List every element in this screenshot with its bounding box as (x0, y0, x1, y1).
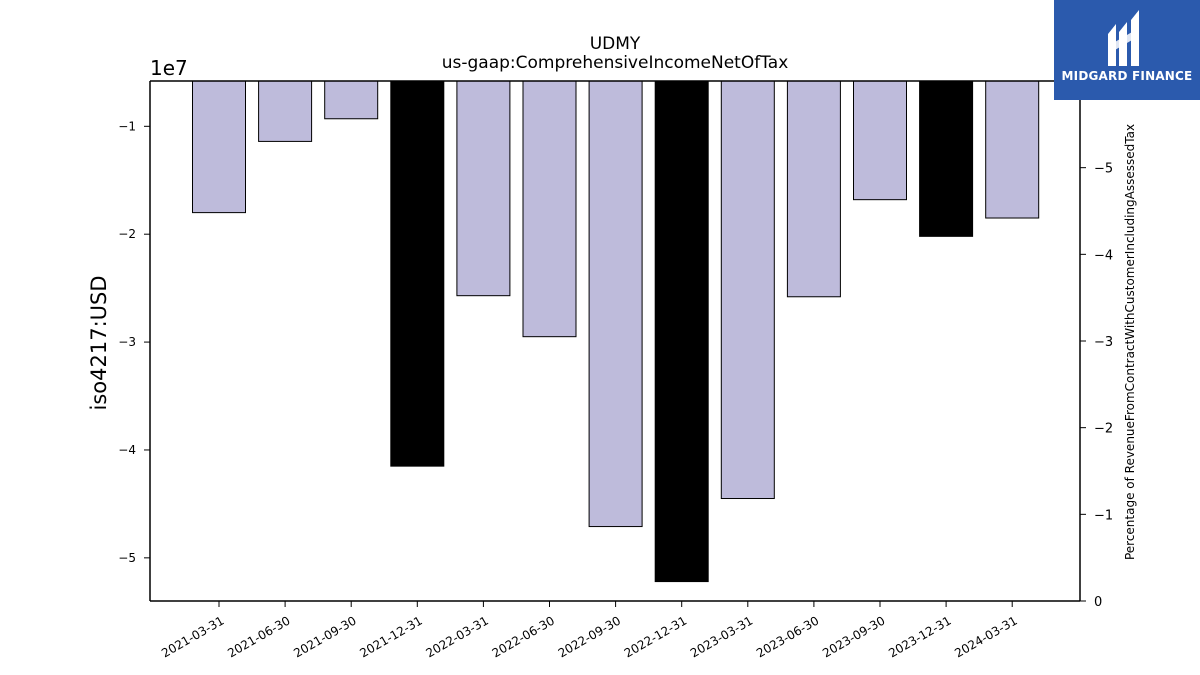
y-tick-label: −5 (118, 551, 136, 565)
x-tick-label: 2021-03-31 (159, 613, 226, 660)
brand-name: MIDGARD FINANCE (1061, 69, 1193, 83)
bar-2021-06-30 (258, 80, 313, 142)
y-offset-label: 1e7 (150, 56, 188, 80)
y2-tick-label: −2 (1094, 422, 1113, 437)
x-tick-label: 2022-03-31 (423, 613, 490, 660)
bar-2023-03-31 (720, 80, 775, 500)
x-tick-label: 2021-06-30 (225, 613, 292, 660)
y2-tick-label: 0 (1094, 595, 1102, 610)
chart-title: UDMY (590, 34, 641, 54)
bars-group (192, 80, 1040, 583)
midgard-logo-icon (1108, 10, 1139, 66)
bar-2021-12-31 (390, 80, 445, 467)
bar-2022-09-30 (588, 80, 643, 528)
x-tick-label: 2022-06-30 (490, 613, 557, 660)
bar-2022-12-31 (654, 80, 709, 583)
x-tick-label: 2022-09-30 (556, 613, 623, 660)
y-tick-label: −3 (118, 335, 136, 349)
x-tick-label: 2023-06-30 (754, 613, 821, 660)
brand-logo: MIDGARD FINANCE (1054, 0, 1200, 100)
y2-axis-label: Percentage of RevenueFromContractWithCus… (1123, 124, 1137, 560)
y-axis-label: iso4217:USD (87, 275, 111, 410)
y2-tick-label: −1 (1094, 508, 1113, 523)
x-tick-label: 2023-09-30 (820, 613, 887, 660)
x-tick-label: 2023-03-31 (688, 613, 755, 660)
x-tick-label: 2024-03-31 (952, 613, 1019, 660)
x-tick-label: 2023-12-31 (886, 613, 953, 660)
bar-2023-12-31 (919, 80, 974, 237)
bar-2022-06-30 (522, 80, 577, 338)
bar-2021-09-30 (324, 80, 379, 120)
chart-subtitle: us-gaap:ComprehensiveIncomeNetOfTax (442, 53, 789, 73)
x-tick-label: 2022-12-31 (622, 613, 689, 660)
y-tick-label: −4 (118, 443, 136, 457)
y2-tick-label: −5 (1094, 162, 1113, 177)
y-tick-label: −1 (118, 119, 136, 133)
bar-2023-09-30 (853, 80, 907, 201)
bar-2022-03-31 (456, 80, 511, 297)
bar-2021-03-31 (192, 80, 246, 214)
x-tick-label: 2021-12-31 (357, 613, 424, 660)
bar-2024-03-31 (985, 80, 1040, 219)
y2-tick-label: −3 (1094, 335, 1113, 350)
y-tick-label: −2 (118, 227, 136, 241)
y2-tick-label: −4 (1094, 248, 1113, 263)
x-tick-label: 2021-09-30 (291, 613, 358, 660)
bar-2023-06-30 (786, 80, 841, 298)
